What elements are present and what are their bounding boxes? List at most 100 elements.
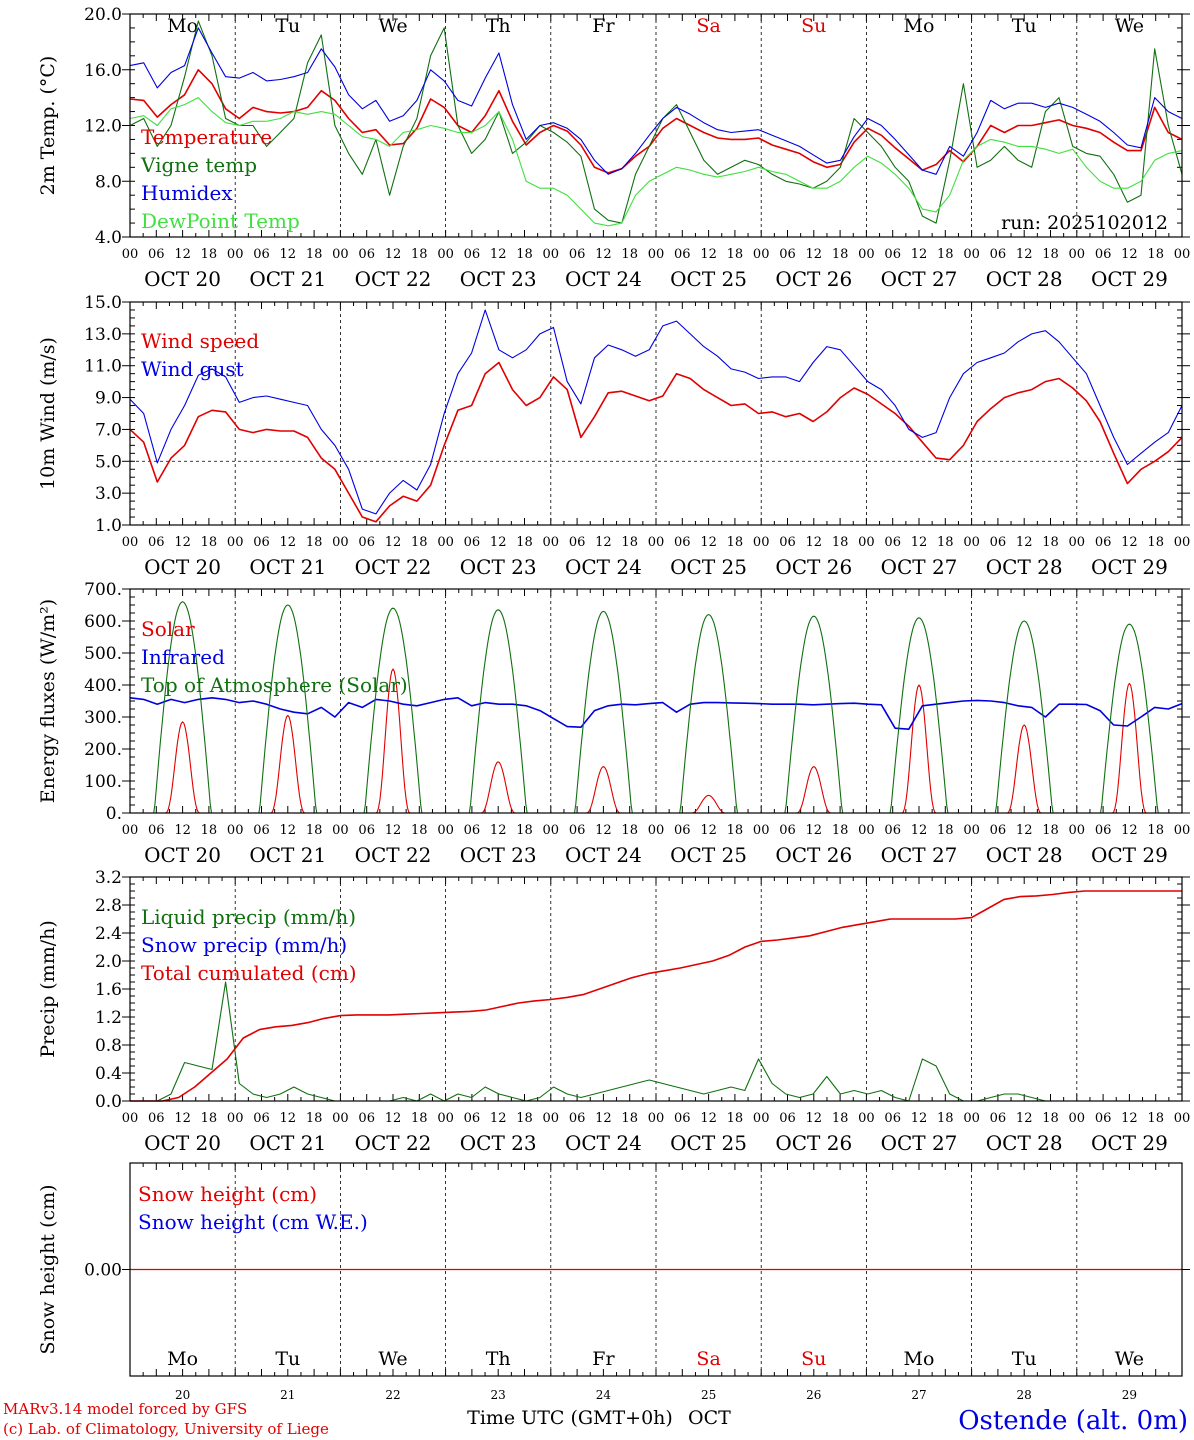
series-vigne-temp: [129, 20, 1183, 224]
x-axis-month: OCT: [688, 1407, 731, 1429]
legend-wind-speed: Wind speed: [141, 329, 259, 353]
date-label: OCT 26: [775, 843, 852, 867]
weekday-label: Mo: [904, 15, 935, 37]
y-tick-label: 13.0: [84, 325, 122, 345]
y-tick-label: 0.8: [95, 1036, 122, 1056]
hour-tick-label: 12: [1016, 535, 1033, 550]
hour-tick-label: 12: [911, 823, 928, 838]
hour-tick-label: 06: [674, 1111, 691, 1126]
hour-tick-label: 00: [437, 535, 454, 550]
date-label: OCT 27: [881, 1131, 958, 1155]
hour-tick-label: 06: [1095, 1111, 1112, 1126]
hour-tick-label: 06: [358, 247, 375, 262]
day-number-label: 20: [175, 1388, 190, 1402]
temperature-panel: 4.0 8.0 12.0 16.0 20.0 00 06 12 18 OCT 20 00 06 12 18…: [37, 5, 1190, 291]
hour-tick-label: 00: [227, 1111, 244, 1126]
hour-tick-label: 00: [963, 823, 980, 838]
hour-tick-label: 18: [516, 823, 533, 838]
hour-tick-label: 18: [1147, 823, 1164, 838]
hour-tick-label: 18: [306, 535, 323, 550]
hour-tick-label: 00: [437, 247, 454, 262]
hour-tick-label: 12: [490, 823, 507, 838]
series-temperature: [129, 69, 1183, 174]
hour-tick-label: 18: [727, 247, 744, 262]
hour-tick-label: 06: [148, 535, 165, 550]
date-label: OCT 26: [775, 267, 852, 291]
hour-tick-label: 00: [332, 535, 349, 550]
y-tick-label: 16.0: [84, 61, 122, 81]
hour-tick-label: 06: [569, 823, 586, 838]
date-label: OCT 20: [144, 1131, 221, 1155]
weekday-label: Su: [801, 1348, 826, 1370]
hour-tick-label: 18: [411, 1111, 428, 1126]
hour-tick-label: 18: [1042, 535, 1059, 550]
date-label: OCT 28: [986, 1131, 1063, 1155]
date-label: OCT 20: [144, 267, 221, 291]
legend-snow-height-we: Snow height (cm W.E.): [138, 1210, 368, 1234]
weekday-label: We: [378, 1348, 407, 1370]
hour-tick-label: 18: [1042, 823, 1059, 838]
hour-tick-label: 00: [753, 535, 770, 550]
hour-tick-label: 18: [832, 1111, 849, 1126]
hour-tick-label: 06: [148, 247, 165, 262]
hour-tick-label: 00: [543, 823, 560, 838]
hour-tick-label: 00: [1069, 823, 1086, 838]
hour-tick-label: 06: [358, 535, 375, 550]
weekday-label: Mo: [167, 15, 198, 37]
date-label: OCT 27: [881, 843, 958, 867]
hour-tick-label: 00: [648, 823, 665, 838]
hour-tick-label: 12: [595, 247, 612, 262]
date-label: OCT 21: [249, 267, 326, 291]
hour-tick-label: 18: [306, 823, 323, 838]
hour-tick-label: 00: [858, 535, 875, 550]
date-label: OCT 21: [249, 555, 326, 579]
hour-tick-label: 18: [832, 247, 849, 262]
y-tick-label: 300.: [84, 708, 122, 728]
hour-tick-label: 18: [1147, 1111, 1164, 1126]
weekday-label: Tu: [275, 1348, 300, 1370]
hour-tick-label: 18: [937, 1111, 954, 1126]
date-label: OCT 24: [565, 843, 642, 867]
y-tick-label: 1.2: [95, 1008, 122, 1028]
day-number-label: 29: [1122, 1388, 1137, 1402]
hour-tick-label: 00: [543, 1111, 560, 1126]
y-tick-label: 8.0: [95, 172, 122, 192]
day-number-label: 26: [806, 1388, 821, 1402]
hour-tick-label: 12: [911, 1111, 928, 1126]
hour-tick-label: 00: [858, 247, 875, 262]
hour-tick-label: 12: [1016, 247, 1033, 262]
hour-tick-label: 06: [674, 823, 691, 838]
hour-tick-label: 00: [122, 535, 139, 550]
date-label: OCT 25: [670, 267, 747, 291]
date-label: OCT 25: [670, 555, 747, 579]
location-label: Ostende (alt. 0m): [958, 1406, 1188, 1436]
hour-tick-label: 00: [1069, 1111, 1086, 1126]
series-dewpoint-temp: [129, 97, 1183, 227]
hour-tick-label: 18: [201, 247, 218, 262]
date-label: OCT 29: [1091, 1131, 1168, 1155]
hour-tick-label: 12: [1016, 823, 1033, 838]
weekday-label: Th: [486, 15, 511, 37]
hour-tick-label: 06: [358, 1111, 375, 1126]
series-wind-speed: [129, 361, 1183, 523]
date-label: OCT 25: [670, 1131, 747, 1155]
hour-tick-label: 00: [332, 1111, 349, 1126]
hour-tick-label: 00: [227, 535, 244, 550]
y-tick-label: 0.00: [84, 1261, 122, 1281]
hour-tick-label: 06: [884, 535, 901, 550]
hour-tick-label: 12: [595, 823, 612, 838]
hour-tick-label: 06: [464, 247, 481, 262]
weekday-label: Tu: [1012, 1348, 1037, 1370]
hour-tick-label: 18: [727, 823, 744, 838]
date-label: OCT 26: [775, 555, 852, 579]
hour-tick-label: 06: [253, 535, 270, 550]
weekday-label: Fr: [592, 1348, 615, 1370]
series-liquid-precip-mm-h: [130, 981, 1182, 1102]
hour-tick-label: 12: [385, 823, 402, 838]
hour-tick-label: 12: [595, 1111, 612, 1126]
weekday-label: Th: [486, 1348, 511, 1370]
day-number-label: 24: [596, 1388, 612, 1402]
hour-tick-label: 12: [174, 247, 191, 262]
hour-tick-label: 12: [806, 1111, 823, 1126]
hour-tick-label: 00: [332, 823, 349, 838]
